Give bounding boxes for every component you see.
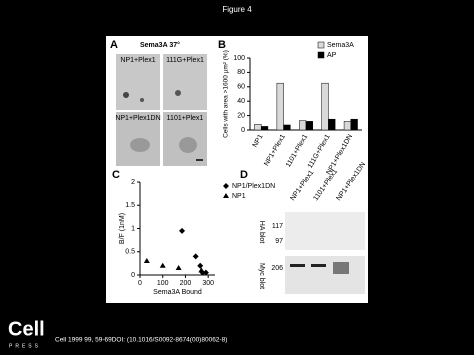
y-tick-label: 80 — [237, 69, 245, 76]
mw-marker: 97 — [275, 238, 283, 245]
bar — [321, 82, 329, 131]
bar — [276, 82, 284, 131]
bar — [299, 120, 307, 131]
bar — [283, 124, 291, 131]
panel-label: B — [218, 39, 226, 51]
image-label: 1101+Plex1 — [167, 115, 204, 122]
y-tick-label: 20 — [237, 112, 245, 119]
point — [143, 258, 150, 264]
legend-label: NP1/Plex1DN — [232, 183, 275, 190]
micrograph — [163, 54, 207, 110]
point — [179, 227, 186, 234]
mw-marker: 206 — [271, 265, 283, 272]
legend-swatch — [317, 51, 325, 59]
image-label: NP1+Plex1DN — [115, 115, 160, 122]
figure-title: Figure 4 — [222, 5, 252, 14]
bar — [305, 121, 313, 131]
image-label: 111G+Plex1 — [166, 57, 204, 64]
blot-label: HA blot — [258, 221, 265, 244]
bar — [328, 118, 336, 131]
y-tick-label: 0.5 — [125, 249, 135, 256]
cell — [140, 98, 144, 102]
cell — [175, 90, 181, 96]
panel-label: C — [112, 169, 120, 181]
point — [202, 269, 209, 276]
bar — [254, 123, 262, 131]
bar — [350, 118, 358, 131]
y-tick-label: 60 — [237, 84, 245, 91]
y-tick-label: 100 — [233, 55, 245, 62]
bar — [260, 126, 269, 131]
blot-label: Myc blot — [258, 263, 265, 289]
y-tick-label: 1 — [131, 225, 135, 232]
x-tick-label: 300 — [202, 280, 214, 287]
cell — [130, 138, 150, 152]
point — [197, 262, 204, 269]
x-tick-label: 0 — [138, 280, 142, 287]
point — [198, 267, 205, 273]
bar — [343, 121, 352, 131]
y-tick-label: 0 — [241, 127, 245, 134]
blot — [285, 256, 365, 294]
image-label: NP1+Plex1 — [120, 57, 155, 64]
x-tick-label: 200 — [180, 280, 192, 287]
point — [159, 262, 166, 268]
y-axis-title: Cells with area >1600 µm² (%) — [223, 50, 230, 138]
micrographs — [116, 54, 207, 166]
panel-title: Sema3A 37° — [140, 41, 180, 49]
mw-marker: 117 — [272, 223, 283, 230]
y-tick-label: 0 — [131, 272, 135, 279]
panel-label: A — [110, 39, 118, 51]
y-tick-label: 1.5 — [125, 202, 135, 209]
point — [192, 253, 199, 260]
legend-label: AP — [327, 52, 337, 59]
logo: Cell — [8, 318, 45, 340]
cell — [179, 137, 197, 153]
legend-marker — [223, 183, 229, 189]
band — [290, 264, 305, 267]
point — [175, 265, 182, 271]
x-tick-label: 100 — [157, 280, 169, 287]
blot — [285, 212, 365, 250]
legend-swatch — [317, 41, 325, 49]
y-axis-title: B/F (1nM) — [119, 213, 126, 244]
band — [333, 262, 349, 274]
logo-sub: PRESS — [9, 343, 41, 349]
cell — [123, 92, 129, 98]
citation: Cell 1999 99, 59-69DOI: (10.1016/S0092-8… — [55, 337, 227, 344]
y-tick-label: 40 — [237, 98, 245, 105]
legend-marker — [223, 193, 229, 198]
legend-label: Sema3A — [327, 42, 354, 49]
y-tick-label: 2 — [131, 179, 135, 186]
micrograph — [116, 54, 160, 110]
x-axis-title: Sema3A Bound — [153, 289, 202, 296]
band — [311, 264, 326, 267]
panel-label: D — [240, 169, 248, 181]
legend-label: NP1 — [232, 193, 246, 200]
